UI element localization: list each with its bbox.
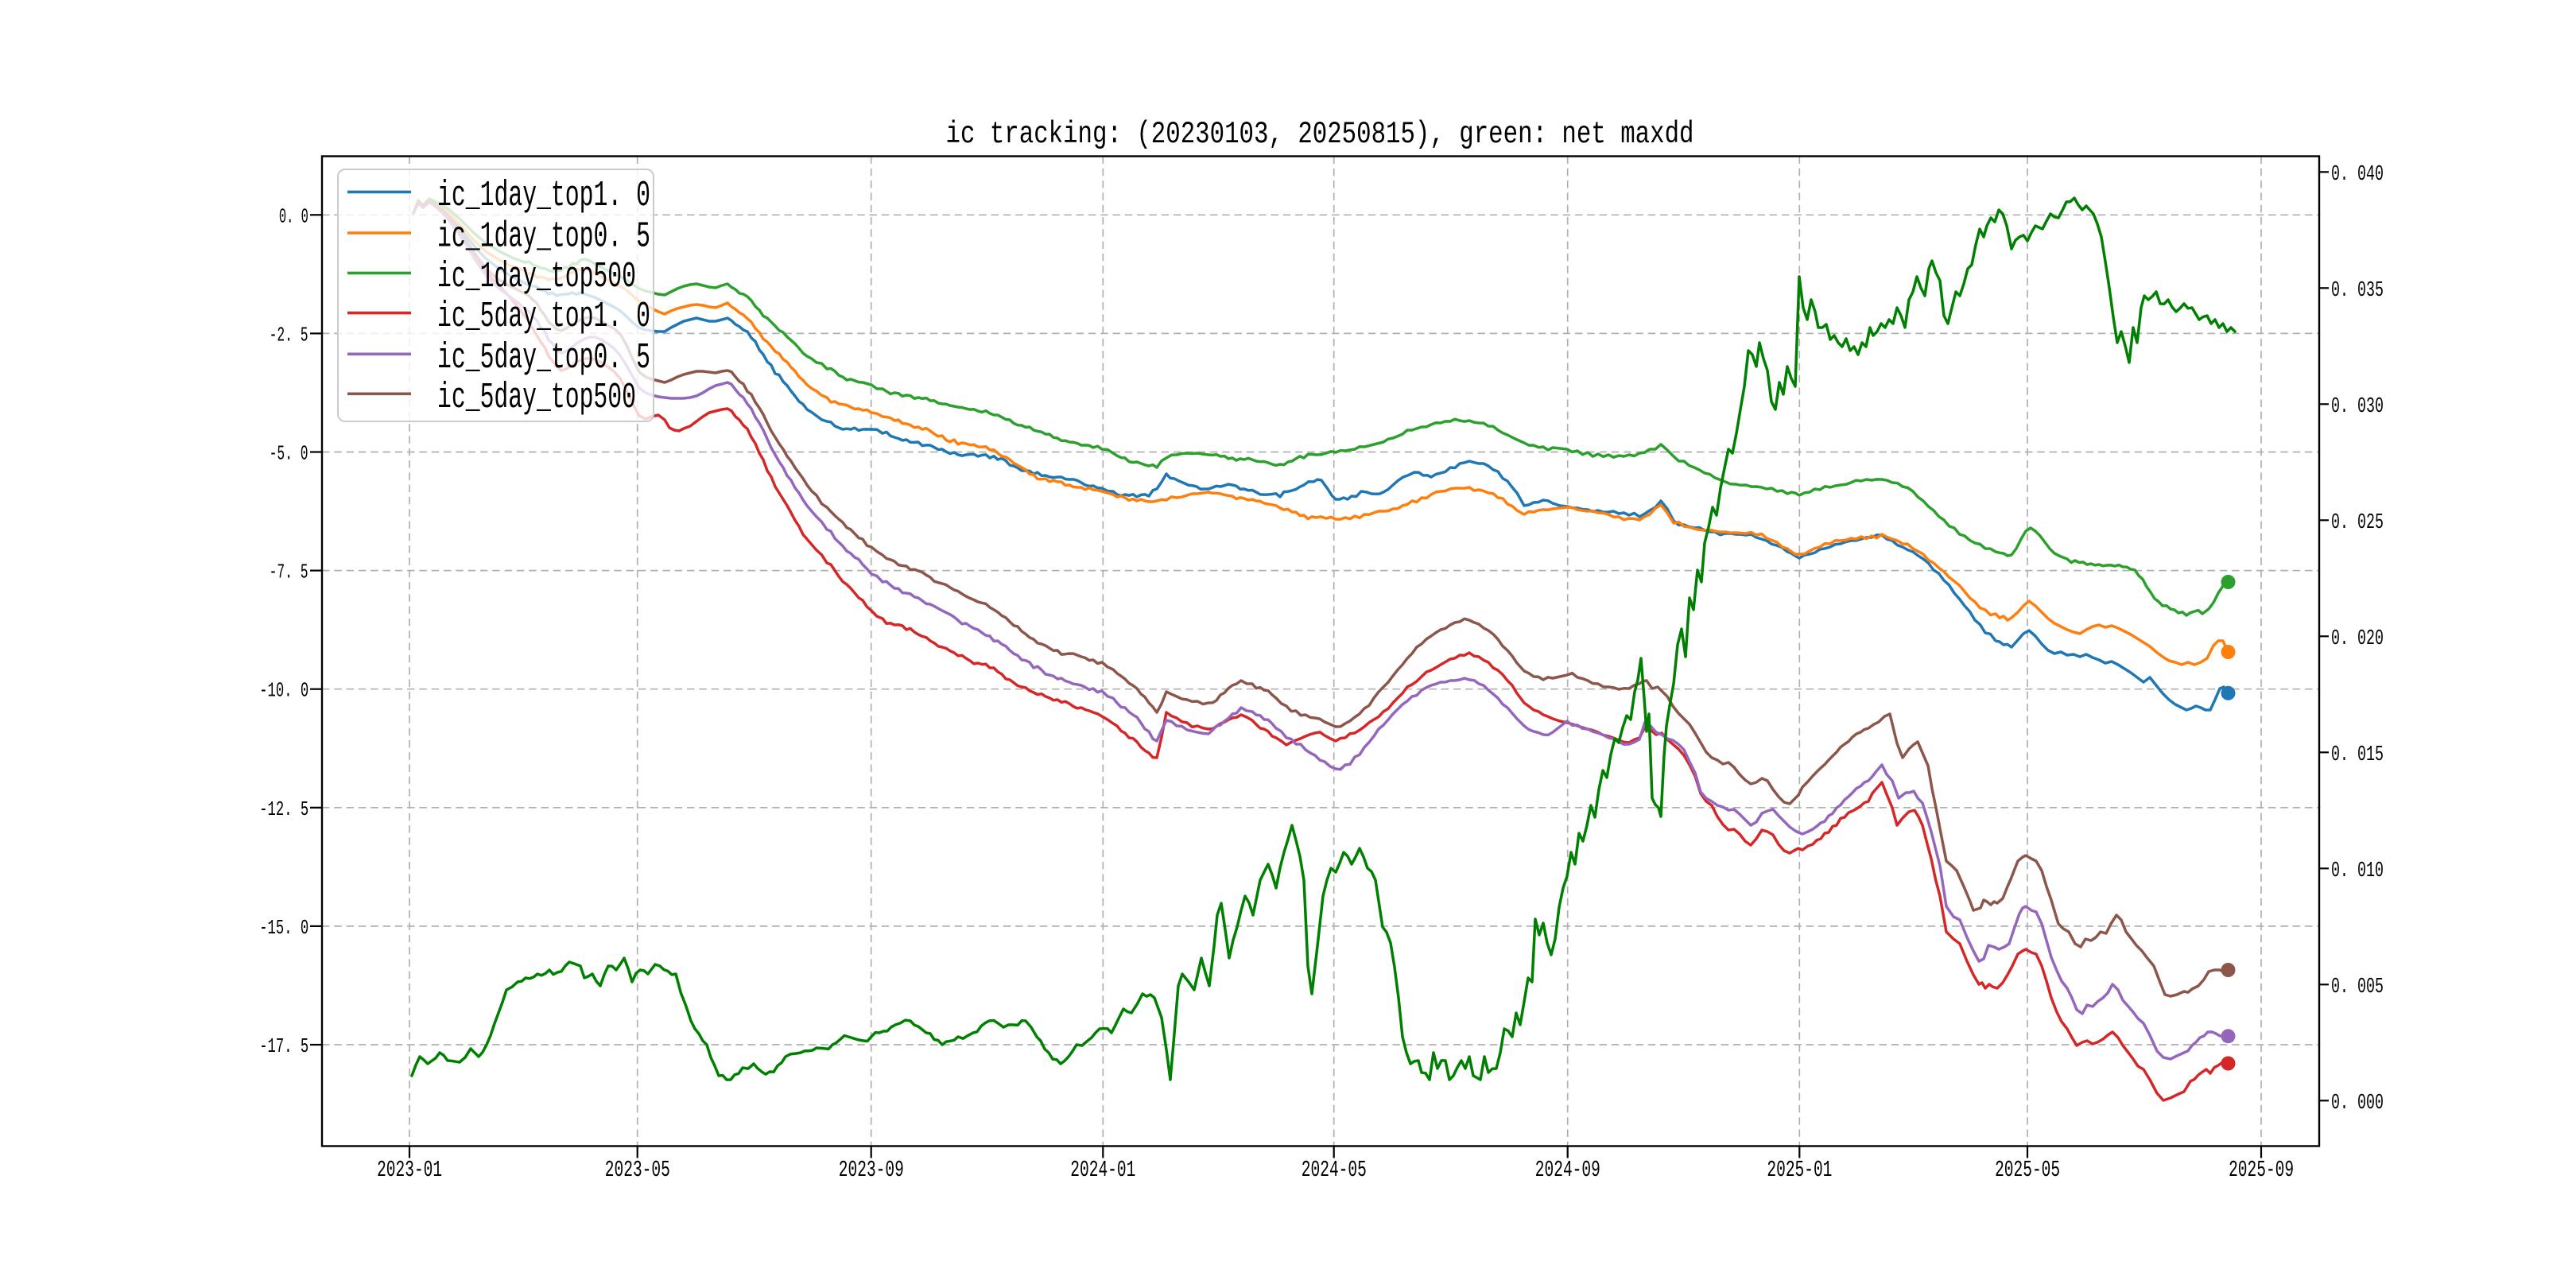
svg-text:0. 000: 0. 000 <box>2331 1092 2384 1115</box>
svg-text:2023-09: 2023-09 <box>839 1157 904 1183</box>
svg-text:2024-09: 2024-09 <box>1535 1157 1600 1183</box>
svg-text:0. 040: 0. 040 <box>2331 163 2384 187</box>
svg-text:2023-05: 2023-05 <box>605 1157 670 1183</box>
svg-text:ic_5day_top1. 0: ic_5day_top1. 0 <box>437 297 650 337</box>
svg-text:2024-01: 2024-01 <box>1070 1157 1135 1183</box>
svg-text:ic tracking: (20230103, 202508: ic tracking: (20230103, 20250815), green… <box>946 117 1694 152</box>
svg-text:-12. 5: -12. 5 <box>259 797 308 821</box>
svg-text:0. 035: 0. 035 <box>2331 279 2384 303</box>
svg-text:0. 0: 0. 0 <box>279 204 308 228</box>
svg-text:0. 015: 0. 015 <box>2331 743 2384 767</box>
svg-text:2025-05: 2025-05 <box>1995 1157 2060 1183</box>
svg-text:-15. 0: -15. 0 <box>259 916 308 940</box>
svg-text:0. 030: 0. 030 <box>2331 395 2384 419</box>
svg-text:ic_5day_top0. 5: ic_5day_top0. 5 <box>437 338 650 378</box>
svg-text:2025-01: 2025-01 <box>1767 1157 1832 1183</box>
svg-text:2023-01: 2023-01 <box>377 1157 442 1183</box>
svg-text:0. 005: 0. 005 <box>2331 976 2384 999</box>
svg-text:-2. 5: -2. 5 <box>270 323 308 347</box>
svg-text:2024-05: 2024-05 <box>1302 1157 1367 1183</box>
svg-text:2025-09: 2025-09 <box>2229 1157 2294 1183</box>
svg-text:-7. 5: -7. 5 <box>270 561 308 584</box>
svg-text:-5. 0: -5. 0 <box>270 442 308 466</box>
svg-text:0. 025: 0. 025 <box>2331 511 2384 535</box>
svg-text:ic_1day_top0. 5: ic_1day_top0. 5 <box>437 217 650 258</box>
svg-text:ic_5day_top500: ic_5day_top500 <box>437 378 636 418</box>
svg-text:0. 010: 0. 010 <box>2331 859 2384 883</box>
svg-text:ic_1day_top1. 0: ic_1day_top1. 0 <box>437 176 650 216</box>
svg-text:-17. 5: -17. 5 <box>259 1034 308 1058</box>
svg-text:-10. 0: -10. 0 <box>259 679 308 703</box>
svg-text:0. 020: 0. 020 <box>2331 627 2384 651</box>
svg-text:ic_1day_top500: ic_1day_top500 <box>437 257 636 297</box>
